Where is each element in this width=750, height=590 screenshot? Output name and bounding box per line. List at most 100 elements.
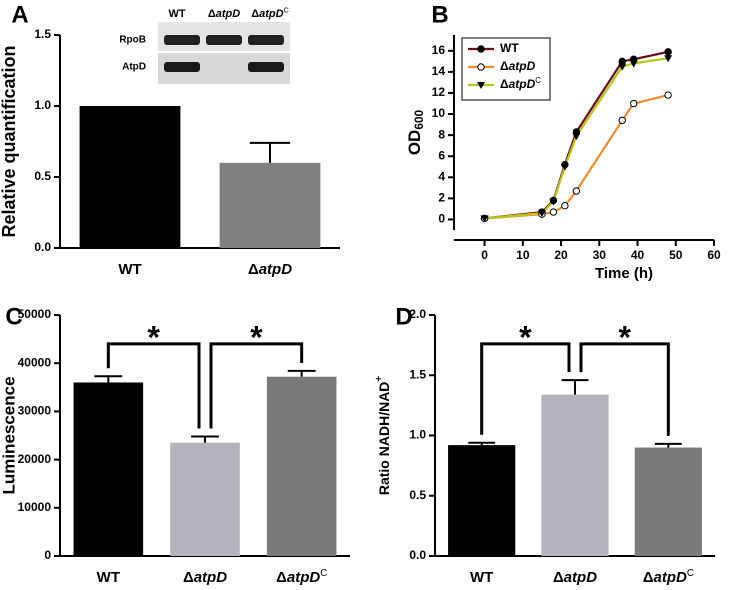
y-tick-label: 30000	[18, 404, 52, 418]
panel-letter: D	[395, 303, 412, 330]
marker	[630, 99, 638, 108]
x-axis-title: Time (h)	[595, 265, 653, 282]
x-tick-label: WT	[118, 261, 141, 278]
marker	[537, 210, 546, 218]
marker	[572, 187, 581, 195]
marker	[618, 57, 626, 66]
y-tick-label: 20000	[18, 452, 52, 466]
bar	[79, 106, 181, 248]
significance-star: *	[250, 319, 263, 355]
y-tick-label: 2	[438, 191, 445, 205]
panel-letter: C	[5, 303, 22, 330]
y-tick-label: 0.0	[409, 548, 426, 562]
bar	[73, 382, 144, 556]
x-tick-label: 60	[707, 248, 721, 262]
error-bar	[191, 435, 219, 443]
x-tick-label: 10	[516, 248, 530, 262]
y-axis-title: OD600	[405, 109, 426, 155]
y-tick-label: 1.5	[34, 27, 51, 41]
significance-star: *	[519, 319, 532, 355]
x-tick-label: 0	[481, 248, 488, 262]
marker	[629, 60, 638, 68]
bar	[170, 442, 240, 556]
marker	[549, 198, 558, 206]
significance-star: *	[147, 319, 160, 355]
x-tick-label: ΔatpDC	[276, 568, 327, 586]
bar	[448, 445, 516, 556]
x-tick-label: ΔatpD	[248, 261, 292, 278]
blot-column-label: WT	[168, 8, 185, 20]
x-tick-label: 40	[631, 248, 645, 262]
marker	[480, 215, 489, 223]
x-tick-label: 50	[669, 248, 683, 262]
bar	[219, 162, 321, 248]
y-tick-label: 0.5	[34, 169, 51, 183]
marker	[549, 208, 558, 216]
panel-letter: A	[11, 1, 28, 28]
y-tick-label: 6	[438, 148, 445, 162]
marker	[664, 48, 672, 56]
marker	[618, 63, 627, 71]
y-axis-title: Luminescence	[0, 376, 18, 494]
x-tick-label: ΔatpDC	[643, 568, 694, 586]
y-tick-label: 1.5	[409, 367, 426, 381]
blot-row-label: RpoB	[119, 35, 146, 46]
legend-label: WT	[500, 41, 519, 55]
error-bar	[287, 369, 316, 377]
y-tick-label: 1.0	[409, 428, 426, 442]
y-tick-label: 0	[438, 212, 445, 226]
y-tick-label: 2.0	[409, 307, 426, 321]
y-tick-label: 1.0	[34, 98, 51, 112]
y-tick-label: 40000	[18, 355, 52, 369]
y-tick-label: 4	[438, 169, 445, 183]
significance-star: *	[618, 319, 631, 355]
significance-bracket	[106, 342, 201, 429]
bar	[634, 447, 702, 556]
marker	[477, 63, 485, 71]
y-tick-label: 12	[432, 85, 446, 99]
y-tick-label: 0	[44, 548, 51, 562]
y-tick-label: 10	[432, 106, 446, 120]
y-tick-label: 8	[438, 127, 445, 141]
significance-bracket	[209, 342, 304, 429]
blot-column-label: ΔatpD	[208, 8, 240, 20]
error-bar	[468, 441, 496, 446]
bar	[266, 376, 337, 556]
y-tick-label: 14	[432, 64, 446, 78]
marker	[477, 45, 485, 53]
error-bar	[94, 375, 123, 383]
x-tick-label: 20	[554, 248, 568, 262]
series-line	[484, 94, 669, 220]
y-tick-label: 0.0	[34, 240, 51, 254]
y-tick-label: 0.5	[409, 488, 426, 502]
error-bar	[561, 379, 589, 395]
x-tick-label: ΔatpD	[553, 569, 597, 586]
x-tick-label: ΔatpD	[183, 569, 227, 586]
western-blot	[158, 22, 290, 84]
x-tick-label: 30	[593, 248, 607, 262]
marker	[561, 202, 569, 210]
marker	[664, 91, 672, 99]
error-bar	[654, 442, 682, 448]
significance-bracket	[579, 342, 670, 436]
blot-column-label: ΔatpDC	[251, 6, 289, 20]
x-tick-label: WT	[470, 569, 493, 586]
significance-bracket	[480, 342, 571, 435]
bar	[541, 394, 609, 556]
error-bar	[249, 141, 291, 163]
y-tick-label: 16	[432, 43, 446, 57]
marker	[664, 55, 673, 63]
y-tick-label: 10000	[18, 500, 52, 514]
y-axis-title: Ratio NADH/NAD+	[374, 376, 392, 496]
panel-letter: B	[431, 1, 448, 28]
marker	[560, 163, 569, 171]
marker	[477, 82, 485, 89]
marker	[572, 133, 581, 141]
x-tick-label: WT	[97, 569, 120, 586]
y-tick-label: 50000	[18, 307, 52, 321]
legend-label: ΔatpD	[500, 59, 536, 73]
y-axis-title: Relative quantification	[0, 45, 19, 237]
blot-row-label: AtpD	[122, 62, 146, 73]
legend-label: ΔatpDC	[500, 76, 541, 91]
